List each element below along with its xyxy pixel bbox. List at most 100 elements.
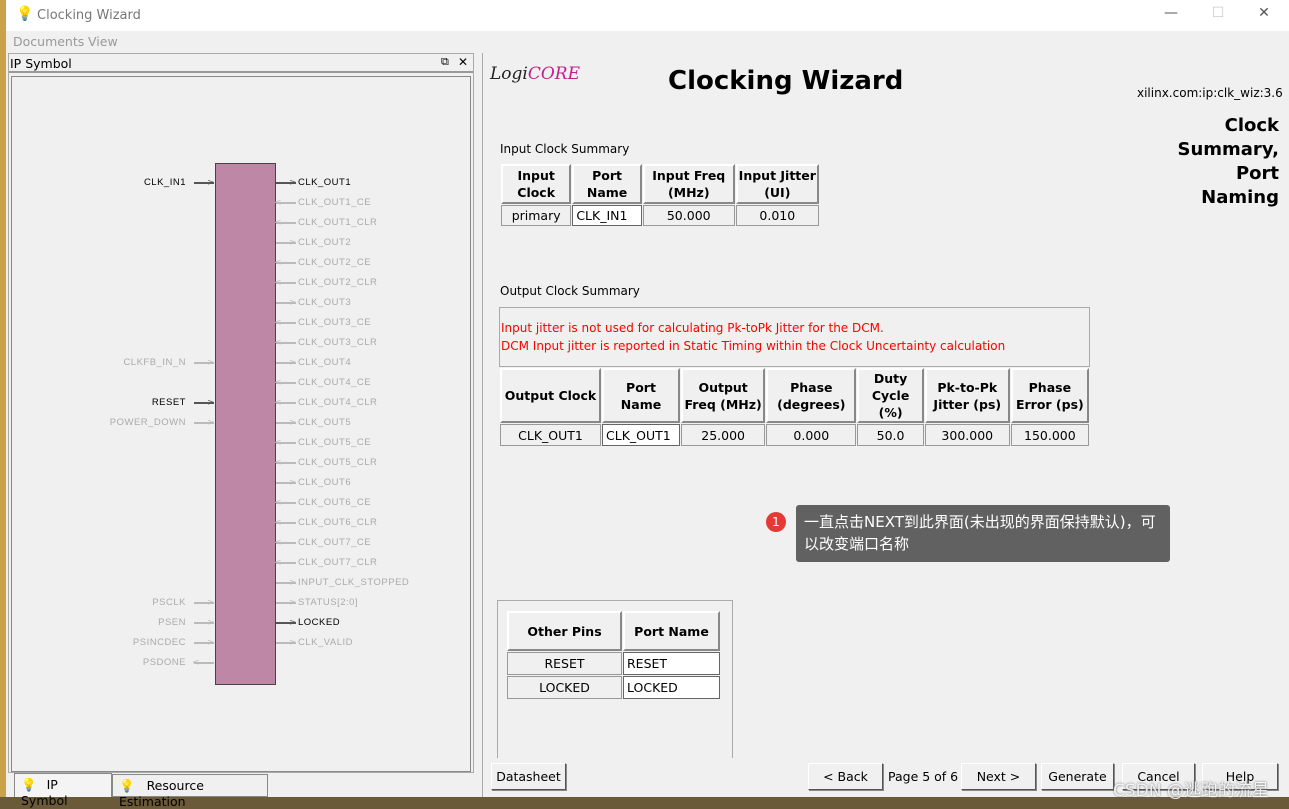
pin-line: [276, 442, 296, 444]
jitter-cell: 300.000: [924, 424, 1010, 446]
pin-label: CLK_OUT4: [298, 357, 352, 368]
minimize-button[interactable]: —: [1164, 5, 1178, 21]
pin-label: CLK_VALID: [298, 637, 354, 648]
cancel-button[interactable]: Cancel: [1122, 763, 1195, 790]
output-port-name-field[interactable]: CLK_OUT1: [602, 424, 680, 446]
col-header: Phase (degrees): [766, 368, 857, 423]
bulb-icon: 💡: [119, 778, 135, 793]
pin-label: CLK_OUT2: [298, 237, 352, 248]
pin-line: [276, 602, 296, 604]
input-port-name-field[interactable]: CLK_IN1: [572, 205, 642, 226]
pin-arrow-icon: <: [192, 658, 200, 668]
pin-line: [194, 402, 214, 404]
annotation-badge: 1: [766, 512, 786, 532]
back-button[interactable]: < Back: [808, 763, 883, 790]
pin-line: [194, 642, 214, 644]
pin-arrow-icon: <: [274, 498, 282, 508]
locked-port-name-field[interactable]: LOCKED: [623, 676, 720, 699]
pin-arrow-icon: >: [289, 618, 297, 628]
pin-arrow-icon: <: [274, 318, 282, 328]
pin-label: CLK_OUT3_CE: [298, 317, 372, 328]
pin-arrow-icon: >: [207, 398, 215, 408]
ip-identifier: xilinx.com:ip:clk_wiz:3.6: [1137, 86, 1283, 100]
pin-line: [194, 422, 214, 424]
pin-label: CLK_OUT1: [298, 177, 352, 188]
reset-port-name-field[interactable]: RESET: [623, 652, 720, 675]
pin-label: CLK_OUT1_CE: [298, 197, 372, 208]
col-header: Phase Error (ps): [1010, 368, 1089, 423]
pin-line: [276, 282, 296, 284]
tab-label: Resource Estimation: [119, 778, 204, 809]
pin-line: [276, 522, 296, 524]
page-title-line: Clock: [1224, 115, 1279, 136]
pin-arrow-icon: >: [289, 298, 297, 308]
restore-icon[interactable]: ⧉: [441, 55, 449, 68]
pin-arrow-icon: <: [274, 398, 282, 408]
pin-arrow-icon: >: [207, 178, 215, 188]
other-pins-box: [497, 600, 733, 758]
input-clock-cell: primary: [501, 205, 572, 226]
maximize-button[interactable]: ☐: [1211, 5, 1225, 21]
pin-line: [276, 242, 296, 244]
pin-line: [276, 402, 296, 404]
table-row: RESET RESET: [507, 652, 720, 675]
next-button[interactable]: Next >: [961, 763, 1036, 790]
pin-line: [276, 302, 296, 304]
datasheet-button[interactable]: Datasheet: [491, 763, 566, 790]
pin-label: RESET: [151, 397, 186, 408]
close-button[interactable]: ✕: [1258, 5, 1270, 21]
col-header: Output Clock: [500, 368, 601, 423]
page-indicator: Page 5 of 6: [888, 769, 959, 784]
tab-ip-symbol[interactable]: 💡 IP Symbol: [14, 773, 112, 808]
window-title: Clocking Wizard: [37, 8, 141, 23]
pin-line: [276, 222, 296, 224]
col-header: Input Jitter (UI): [735, 164, 819, 204]
note-line: Input jitter is not used for calculating…: [501, 321, 884, 335]
phase-cell: 0.000: [766, 424, 857, 446]
pin-label: CLK_OUT5_CE: [298, 437, 372, 448]
menu-view[interactable]: View: [88, 34, 118, 49]
pin-arrow-icon: <: [274, 458, 282, 468]
help-button[interactable]: Help: [1202, 763, 1278, 790]
generate-button[interactable]: Generate: [1041, 763, 1114, 790]
col-header: Port Name: [572, 164, 642, 204]
pin-label: CLK_OUT4_CLR: [298, 397, 378, 408]
pin-arrow-icon: <: [274, 258, 282, 268]
pin-arrow-icon: >: [289, 478, 297, 488]
phase-error-cell: 150.000: [1010, 424, 1089, 446]
pin-label: CLK_OUT4_CE: [298, 377, 372, 388]
pin-label: PSDONE: [142, 657, 186, 668]
pin-arrow-icon: <: [274, 378, 282, 388]
panel-close-icon[interactable]: ✕: [458, 55, 469, 69]
pin-label: CLK_OUT2_CE: [298, 257, 372, 268]
pin-arrow-icon: <: [274, 218, 282, 228]
pin-label: CLKFB_IN_N: [123, 357, 186, 368]
pin-label: CLK_OUT7_CE: [298, 537, 372, 548]
pin-line: [276, 462, 296, 464]
pin-label: CLK_OUT7_CLR: [298, 557, 378, 568]
pin-arrow-icon: >: [207, 598, 215, 608]
pin-cell: RESET: [507, 652, 622, 675]
col-header: Input Freq (MHz): [642, 164, 735, 204]
input-jitter-cell: 0.010: [735, 205, 819, 226]
input-freq-cell: 50.000: [642, 205, 735, 226]
pin-arrow-icon: >: [289, 638, 297, 648]
pin-arrow-icon: >: [289, 418, 297, 428]
pin-arrow-icon: >: [289, 578, 297, 588]
pin-label: CLK_OUT6_CLR: [298, 517, 378, 528]
pin-label: CLK_OUT1_CLR: [298, 217, 378, 228]
tab-resource-estimation[interactable]: 💡 Resource Estimation: [112, 774, 268, 809]
pin-label: CLK_OUT5_CLR: [298, 457, 378, 468]
pin-arrow-icon: <: [274, 558, 282, 568]
pin-line: [194, 602, 214, 604]
pin-line: [276, 362, 296, 364]
pin-arrow-icon: >: [207, 358, 215, 368]
pin-arrow-icon: >: [207, 638, 215, 648]
pin-arrow-icon: >: [207, 618, 215, 628]
pin-line: [276, 322, 296, 324]
jitter-note-box: Input jitter is not used for calculating…: [499, 307, 1090, 367]
pin-arrow-icon: <: [274, 438, 282, 448]
pin-arrow-icon: <: [274, 278, 282, 288]
output-clock-summary-label: Output Clock Summary: [500, 284, 640, 298]
menu-documents[interactable]: Documents: [13, 34, 85, 49]
